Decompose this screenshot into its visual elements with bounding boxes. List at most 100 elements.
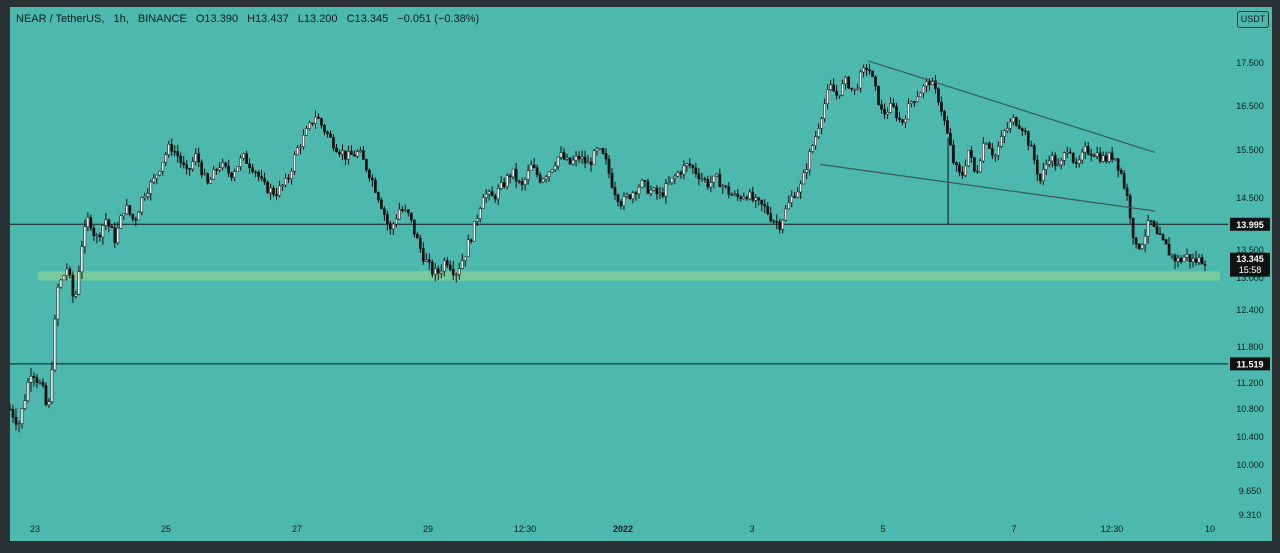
- candle[interactable]: [433, 263, 437, 282]
- candle[interactable]: [808, 148, 812, 176]
- candle[interactable]: [996, 141, 1000, 161]
- candle[interactable]: [844, 75, 847, 90]
- candle[interactable]: [1098, 147, 1102, 164]
- candle[interactable]: [937, 87, 940, 106]
- candle[interactable]: [613, 181, 617, 200]
- candle[interactable]: [8, 403, 12, 411]
- candle[interactable]: [466, 234, 470, 258]
- candle[interactable]: [95, 233, 99, 244]
- candle[interactable]: [742, 192, 746, 200]
- candle[interactable]: [53, 314, 57, 373]
- candle[interactable]: [98, 232, 102, 242]
- candle[interactable]: [17, 420, 21, 433]
- candle[interactable]: [1134, 236, 1138, 249]
- candle[interactable]: [242, 152, 245, 161]
- candle[interactable]: [910, 100, 913, 108]
- candle[interactable]: [1107, 151, 1111, 164]
- candle[interactable]: [128, 205, 132, 217]
- candle[interactable]: [520, 177, 524, 191]
- candle[interactable]: [991, 142, 994, 160]
- candle[interactable]: [206, 172, 210, 185]
- candle[interactable]: [380, 197, 383, 210]
- candle[interactable]: [323, 123, 326, 136]
- candle[interactable]: [634, 191, 638, 201]
- candle[interactable]: [1101, 151, 1105, 163]
- candle[interactable]: [481, 193, 485, 209]
- candle[interactable]: [188, 167, 192, 176]
- candle[interactable]: [799, 180, 803, 199]
- candle[interactable]: [1161, 233, 1165, 241]
- candle[interactable]: [278, 180, 281, 198]
- candle[interactable]: [760, 199, 764, 212]
- candle[interactable]: [550, 169, 554, 174]
- candle[interactable]: [484, 188, 488, 203]
- candle[interactable]: [961, 166, 964, 180]
- candle[interactable]: [1059, 157, 1063, 170]
- candle[interactable]: [215, 168, 219, 175]
- candle[interactable]: [463, 256, 467, 267]
- candle[interactable]: [913, 101, 916, 107]
- candle[interactable]: [68, 266, 72, 279]
- candle[interactable]: [83, 219, 87, 254]
- candle[interactable]: [197, 147, 201, 168]
- candle[interactable]: [167, 140, 171, 158]
- candle[interactable]: [796, 187, 800, 199]
- candle[interactable]: [41, 378, 45, 388]
- candle[interactable]: [526, 164, 530, 185]
- candle[interactable]: [712, 175, 716, 189]
- candle[interactable]: [940, 96, 943, 117]
- candle[interactable]: [101, 224, 105, 245]
- candle[interactable]: [119, 214, 123, 229]
- candle[interactable]: [595, 146, 599, 156]
- candle[interactable]: [350, 145, 353, 155]
- candle[interactable]: [77, 265, 81, 296]
- candle[interactable]: [574, 151, 578, 167]
- candle[interactable]: [457, 262, 461, 280]
- candle[interactable]: [92, 225, 96, 242]
- candle[interactable]: [362, 145, 365, 160]
- candle[interactable]: [200, 159, 204, 179]
- candle[interactable]: [254, 170, 257, 178]
- candle[interactable]: [1095, 146, 1099, 160]
- candle[interactable]: [152, 173, 156, 184]
- candle[interactable]: [227, 159, 230, 178]
- candle[interactable]: [1074, 157, 1078, 168]
- candle[interactable]: [454, 272, 458, 283]
- candle[interactable]: [1053, 152, 1057, 171]
- candle[interactable]: [658, 187, 662, 199]
- candle[interactable]: [430, 259, 434, 278]
- candle[interactable]: [952, 139, 955, 165]
- candle[interactable]: [1011, 114, 1015, 126]
- candle[interactable]: [1119, 167, 1123, 175]
- candle[interactable]: [793, 191, 797, 199]
- time-scale[interactable]: [10, 517, 1272, 541]
- candle[interactable]: [418, 234, 422, 253]
- candle[interactable]: [841, 79, 844, 97]
- candle[interactable]: [149, 179, 153, 201]
- candle[interactable]: [1146, 214, 1150, 244]
- candle[interactable]: [1137, 243, 1141, 251]
- candle[interactable]: [646, 178, 650, 195]
- candle[interactable]: [80, 240, 84, 279]
- candle[interactable]: [814, 130, 818, 150]
- candle[interactable]: [1200, 253, 1204, 265]
- candle[interactable]: [212, 165, 216, 180]
- candle[interactable]: [56, 283, 60, 327]
- candle[interactable]: [859, 69, 862, 93]
- candle[interactable]: [1017, 119, 1021, 130]
- candle[interactable]: [161, 161, 165, 176]
- candle[interactable]: [1194, 250, 1198, 266]
- candle[interactable]: [916, 90, 919, 103]
- candle[interactable]: [1056, 158, 1060, 167]
- candle[interactable]: [718, 168, 722, 188]
- candle[interactable]: [1152, 219, 1156, 228]
- candle[interactable]: [1158, 226, 1162, 236]
- candle[interactable]: [583, 150, 587, 169]
- candle[interactable]: [721, 183, 725, 194]
- candle[interactable]: [949, 128, 952, 146]
- candle[interactable]: [589, 157, 593, 172]
- candle[interactable]: [236, 166, 239, 173]
- candle[interactable]: [14, 408, 18, 431]
- candle[interactable]: [598, 147, 602, 150]
- candle[interactable]: [1038, 173, 1042, 185]
